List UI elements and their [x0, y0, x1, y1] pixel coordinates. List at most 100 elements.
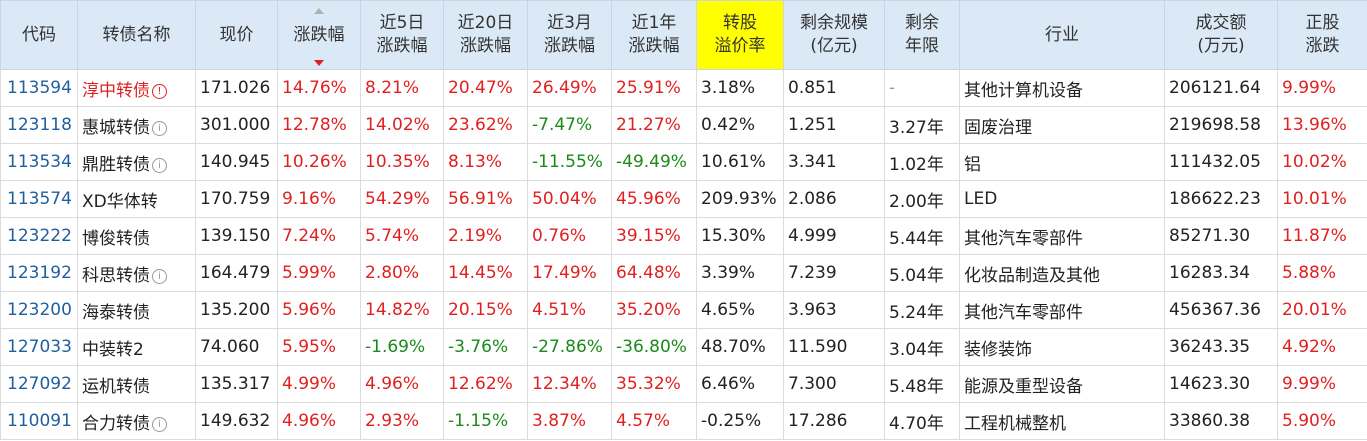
cell-volume: 85271.30 [1164, 217, 1278, 255]
cell-years: 4.70年 [884, 402, 960, 440]
header-text-line: 剩余规模 [800, 13, 868, 33]
cell-chg1y: 21.27% [611, 106, 697, 144]
column-header-label: 代码 [22, 25, 56, 45]
cell-name[interactable]: 运机转债 [77, 365, 196, 403]
cell-chg5: 14.82% [360, 291, 444, 329]
bond-name-link[interactable]: 惠城转债 [82, 117, 150, 138]
column-header-chg1y[interactable]: 近1年 涨跌幅 [611, 0, 697, 70]
table-row[interactable]: 113574 XD华体转 170.759 9.16% 54.29% 56.91% 50.04… [0, 180, 1367, 218]
cell-chg5: 10.35% [360, 143, 444, 181]
info-icon[interactable]: i [152, 120, 167, 136]
header-text-line: 涨跌 [1305, 36, 1340, 56]
cell-remaining: 7.300 [783, 365, 885, 403]
cell-code[interactable]: 127033 [0, 328, 78, 366]
header-text-line: (万元) [1197, 36, 1245, 56]
cell-code[interactable]: 113594 [0, 69, 78, 107]
info-icon[interactable]: i [152, 268, 167, 284]
cell-code[interactable]: 110091 [0, 402, 78, 440]
column-header-change[interactable]: 涨跌幅 [277, 0, 361, 70]
table-row[interactable]: 113594 淳中转债! 171.026 14.76% 8.21% 20.47% 26.49… [0, 69, 1367, 107]
column-header-price[interactable]: 现价 [195, 0, 278, 70]
header-text-line: (亿元) [810, 36, 858, 56]
column-header-premium[interactable]: 转股 溢价率 [696, 0, 784, 70]
column-header-stockchg[interactable]: 正股 涨跌 [1277, 0, 1367, 70]
cell-name[interactable]: 中装转2 [77, 328, 196, 366]
header-text-line: 转债名称 [102, 24, 171, 45]
sort-ascending-icon [314, 8, 324, 14]
cell-premium: 48.70% [696, 328, 784, 366]
column-header-remaining[interactable]: 剩余规模 (亿元) [783, 0, 885, 70]
cell-code[interactable]: 123118 [0, 106, 78, 144]
bond-name-link[interactable]: XD华体转 [82, 191, 158, 212]
cell-chg20: 12.62% [443, 365, 528, 403]
column-header-industry[interactable]: 行业 [959, 0, 1165, 70]
table-row[interactable]: 127092 运机转债 135.317 4.99% 4.96% 12.62% 12.34% 3… [0, 365, 1367, 403]
cell-industry: 工程机械整机 [959, 402, 1165, 440]
cell-name[interactable]: 博俊转债 [77, 217, 196, 255]
header-text-line: 近20日 [457, 13, 514, 33]
column-header-chg3m[interactable]: 近3月 涨跌幅 [527, 0, 612, 70]
cell-code[interactable]: 123222 [0, 217, 78, 255]
cell-chg5: 14.02% [360, 106, 444, 144]
bond-name-link[interactable]: 博俊转债 [82, 228, 150, 249]
table-row[interactable]: 123222 博俊转债 139.150 7.24% 5.74% 2.19% 0.76% 39.… [0, 217, 1367, 255]
cell-name[interactable]: 惠城转债 i [77, 106, 196, 144]
cell-price: 164.479 [195, 254, 278, 292]
cell-code[interactable]: 113534 [0, 143, 78, 181]
cell-chg5: 8.21% [360, 69, 444, 107]
bond-name-link[interactable]: 合力转债 [82, 413, 150, 434]
column-header-chg5[interactable]: 近5日 涨跌幅 [360, 0, 444, 70]
table-row[interactable]: 127033 中装转2 74.060 5.95% -1.69% -3.76% -27.86%… [0, 328, 1367, 366]
sort-icon[interactable] [314, 6, 324, 66]
column-header-name[interactable]: 转债名称 [77, 0, 196, 70]
column-header-chg20[interactable]: 近20日涨跌幅 [443, 0, 528, 70]
info-icon[interactable]: i [152, 416, 167, 432]
alert-info-icon[interactable]: ! [152, 83, 167, 99]
column-header-years[interactable]: 剩余 年限 [884, 0, 960, 70]
cell-volume: 14623.30 [1164, 365, 1278, 403]
bond-name-link[interactable]: 科思转债 [82, 265, 150, 286]
cell-years: 2.00年 [884, 180, 960, 218]
cell-name[interactable]: XD华体转 [77, 180, 196, 218]
cell-code[interactable]: 123192 [0, 254, 78, 292]
table-body: 113594 淳中转债! 171.026 14.76% 8.21% 20.47% 26.49… [0, 69, 1367, 440]
cell-name[interactable]: 海泰转债 [77, 291, 196, 329]
cell-chg1y: 25.91% [611, 69, 697, 107]
table-row[interactable]: 123200 海泰转债 135.200 5.96% 14.82% 20.15% 4.51% 3… [0, 291, 1367, 329]
cell-name[interactable]: 鼎胜转债 i [77, 143, 196, 181]
column-header-code[interactable]: 代码 [0, 0, 78, 70]
bond-name-link[interactable]: 淳中转债 [82, 80, 150, 101]
table-row[interactable]: 110091 合力转债 i 149.632 4.96% 2.93% -1.15% 3.87% 4… [0, 402, 1367, 440]
cell-name[interactable]: 科思转债 i [77, 254, 196, 292]
cell-code[interactable]: 127092 [0, 365, 78, 403]
cell-name[interactable]: 淳中转债! [77, 69, 196, 107]
header-text-line: 涨跌幅 [460, 36, 511, 56]
bond-name-link[interactable]: 海泰转债 [82, 302, 150, 323]
cell-industry: 装修装饰 [959, 328, 1165, 366]
cell-remaining: 3.963 [783, 291, 885, 329]
cell-code[interactable]: 113574 [0, 180, 78, 218]
table-row[interactable]: 123118 惠城转债 i 301.000 12.78% 14.02% 23.62% -7.4… [0, 106, 1367, 144]
table-row[interactable]: 123192 科思转债 i 164.479 5.99% 2.80% 14.45% 17.49%… [0, 254, 1367, 292]
cell-chg1y: 35.20% [611, 291, 697, 329]
cell-industry: 能源及重型设备 [959, 365, 1165, 403]
cell-premium: 3.39% [696, 254, 784, 292]
bond-name-link[interactable]: 鼎胜转债 [82, 154, 150, 175]
cell-industry: 其他计算机设备 [959, 69, 1165, 107]
cell-premium: -0.25% [696, 402, 784, 440]
cell-chg20: -1.15% [443, 402, 528, 440]
cell-code[interactable]: 123200 [0, 291, 78, 329]
cell-chg1y: -49.49% [611, 143, 697, 181]
cell-name[interactable]: 合力转债 i [77, 402, 196, 440]
table-row[interactable]: 113534 鼎胜转债 i 140.945 10.26% 10.35% 8.13% -11.5… [0, 143, 1367, 181]
bond-name-link[interactable]: 中装转2 [82, 339, 144, 360]
cell-premium: 0.42% [696, 106, 784, 144]
bond-name-link[interactable]: 运机转债 [82, 376, 150, 397]
cell-chg3m: 4.51% [527, 291, 612, 329]
cell-change: 5.96% [277, 291, 361, 329]
column-header-label: 涨跌幅 [294, 25, 345, 45]
info-icon[interactable]: i [152, 157, 167, 173]
cell-premium: 10.61% [696, 143, 784, 181]
column-header-volume[interactable]: 成交额 (万元) [1164, 0, 1278, 70]
